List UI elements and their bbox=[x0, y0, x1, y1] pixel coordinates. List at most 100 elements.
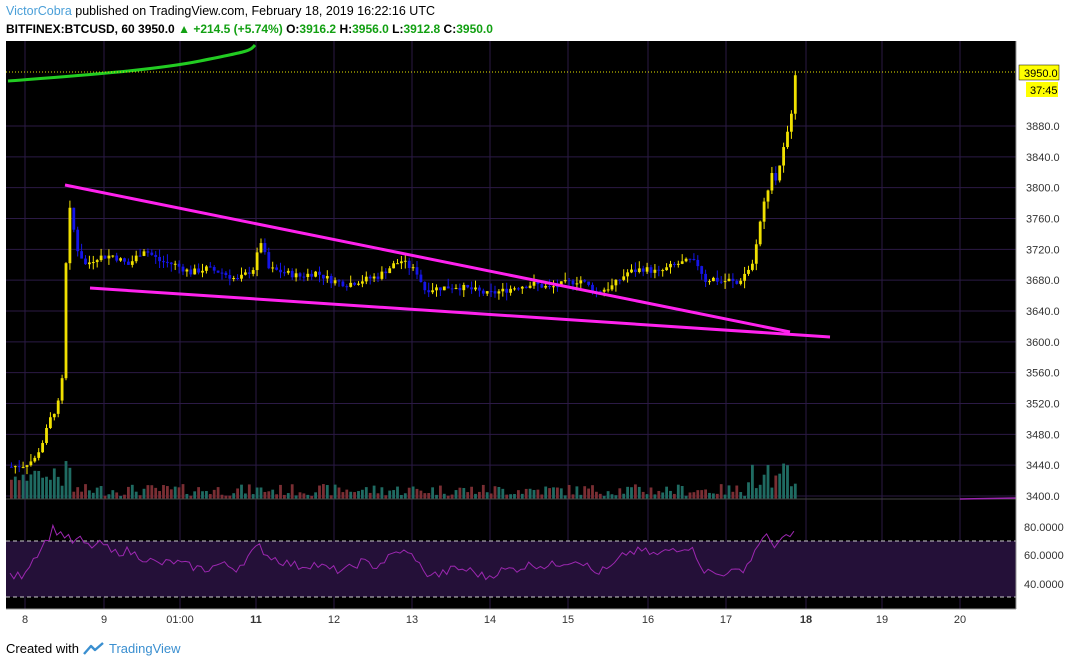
volume-bar bbox=[622, 493, 626, 499]
volume-bar bbox=[318, 485, 321, 499]
volume-bar bbox=[158, 491, 161, 499]
volume-bar bbox=[790, 486, 793, 499]
volume-bar bbox=[166, 486, 169, 499]
candle bbox=[665, 267, 668, 271]
volume-bar bbox=[439, 485, 442, 499]
volume-bar bbox=[236, 488, 239, 499]
candle bbox=[25, 465, 29, 467]
volume-bar bbox=[587, 488, 590, 499]
candle bbox=[361, 281, 364, 284]
volume-bar bbox=[618, 488, 622, 499]
price-chart[interactable]: 3880.0 3840.0 3800.0 3760.0 3720.0 3680.0 3640… bbox=[0, 41, 1079, 631]
volume-bar bbox=[325, 485, 329, 499]
candle bbox=[439, 287, 442, 291]
price-tick-label: 3640.0 bbox=[1026, 306, 1060, 318]
price-tick-label: 3840.0 bbox=[1026, 152, 1060, 164]
candle bbox=[485, 291, 489, 294]
volume-bar bbox=[544, 486, 548, 499]
candle bbox=[353, 282, 356, 285]
volume-bar bbox=[197, 487, 200, 499]
candle bbox=[540, 284, 544, 288]
last-price-tag-label: 3950.0 bbox=[1024, 68, 1058, 80]
volume-bar bbox=[442, 493, 446, 499]
volume-bar bbox=[37, 470, 41, 499]
candle bbox=[466, 284, 470, 288]
candle bbox=[774, 173, 778, 181]
candle bbox=[462, 284, 466, 291]
volume-bar bbox=[400, 494, 403, 499]
volume-bar bbox=[45, 476, 48, 499]
volume-bar bbox=[700, 490, 704, 499]
volume-bar bbox=[657, 490, 661, 499]
volume-bar bbox=[314, 492, 317, 499]
volume-bar bbox=[119, 495, 122, 499]
candle bbox=[384, 271, 388, 274]
high-value: 3956.0 bbox=[352, 22, 389, 36]
volume-bar bbox=[279, 484, 282, 499]
time-tick-label: 11 bbox=[250, 614, 262, 626]
candle bbox=[193, 268, 197, 275]
volume-bar bbox=[130, 484, 134, 499]
candle bbox=[419, 274, 423, 282]
author-link[interactable]: VictorCobra bbox=[6, 4, 72, 18]
volume-bar bbox=[462, 488, 466, 499]
volume-bar bbox=[368, 492, 372, 499]
candle bbox=[587, 281, 590, 285]
candles bbox=[10, 70, 797, 475]
tradingview-brand[interactable]: TradingView bbox=[108, 641, 181, 656]
candle bbox=[173, 263, 177, 265]
price-tick-label: 3400.0 bbox=[1026, 491, 1060, 503]
candle bbox=[255, 252, 259, 271]
candle bbox=[610, 285, 614, 290]
volume-bar bbox=[637, 486, 641, 499]
volume-bar bbox=[704, 489, 707, 499]
volume-bar bbox=[95, 487, 99, 499]
candle bbox=[509, 288, 512, 293]
candle bbox=[786, 131, 789, 148]
volume-bar bbox=[411, 486, 415, 499]
volume-bar bbox=[115, 492, 119, 499]
volume-bar bbox=[563, 495, 567, 499]
volume-bar bbox=[505, 494, 509, 499]
candle bbox=[622, 276, 626, 280]
candle bbox=[591, 284, 594, 292]
candle bbox=[579, 280, 583, 284]
candle bbox=[259, 243, 263, 253]
price-change: +214.5 (+5.74%) bbox=[193, 22, 283, 36]
volume-bar bbox=[212, 489, 216, 499]
volume-bar bbox=[665, 486, 668, 499]
candle bbox=[368, 276, 372, 279]
last-price: 3950.0 bbox=[138, 22, 175, 36]
symbol-legend: BITFINEX:BTCUSD, 60 3950.0 ▲ +214.5 (+5.… bbox=[6, 22, 493, 36]
candle bbox=[661, 270, 665, 272]
candle bbox=[138, 255, 142, 257]
candle bbox=[478, 287, 481, 291]
volume-bar bbox=[762, 474, 766, 499]
volume-bar bbox=[415, 488, 419, 499]
candle bbox=[52, 413, 56, 418]
time-tick-label: 19 bbox=[876, 614, 888, 626]
volume-bar bbox=[232, 493, 236, 499]
candle bbox=[64, 263, 68, 379]
volume-bar bbox=[536, 489, 540, 499]
volume-bar bbox=[283, 494, 286, 499]
volume-bar bbox=[388, 490, 392, 499]
volume-bar bbox=[306, 494, 310, 499]
candle bbox=[380, 271, 384, 279]
rsi-line bbox=[9, 523, 795, 581]
volume-bar bbox=[493, 486, 497, 499]
candle bbox=[119, 258, 122, 261]
volume-bar bbox=[731, 491, 735, 499]
candle bbox=[68, 207, 72, 264]
close-value: 3950.0 bbox=[456, 22, 493, 36]
candle bbox=[88, 262, 91, 265]
low-value: 3912.8 bbox=[403, 22, 441, 36]
volume-bar bbox=[263, 491, 267, 499]
open-value: 3916.2 bbox=[299, 22, 337, 36]
price-tick-label: 3440.0 bbox=[1026, 460, 1060, 472]
volume-bar bbox=[275, 494, 278, 499]
candle bbox=[41, 443, 44, 453]
candle bbox=[415, 267, 419, 275]
price-tick-label: 3520.0 bbox=[1026, 399, 1060, 411]
volume-bar bbox=[302, 493, 306, 499]
